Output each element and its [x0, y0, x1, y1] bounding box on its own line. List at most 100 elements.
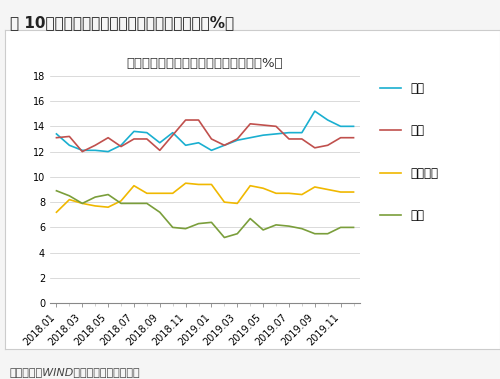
东盟 — [196, 141, 202, 145]
美国 — [105, 192, 111, 197]
东盟 — [324, 118, 330, 122]
东盟 — [312, 109, 318, 113]
金砖国家 — [144, 191, 150, 196]
欧盟 — [338, 135, 344, 140]
欧盟 — [144, 137, 150, 141]
东盟 — [338, 124, 344, 128]
美国 — [247, 216, 253, 221]
美国 — [273, 222, 279, 227]
Line: 金砖国家: 金砖国家 — [56, 183, 354, 212]
美国 — [144, 201, 150, 206]
欧盟 — [157, 148, 163, 153]
美国 — [234, 232, 240, 236]
东盟 — [247, 135, 253, 140]
金砖国家 — [54, 210, 60, 215]
东盟 — [66, 143, 72, 147]
Legend: 东盟, 欧盟, 金砖国家, 美国: 东盟, 欧盟, 金砖国家, 美国 — [375, 77, 444, 227]
欧盟 — [247, 122, 253, 126]
美国 — [118, 201, 124, 206]
美国 — [80, 201, 86, 206]
欧盟 — [170, 133, 175, 138]
东盟 — [222, 143, 228, 147]
东盟 — [80, 148, 86, 153]
欧盟 — [312, 146, 318, 150]
东盟 — [208, 148, 214, 153]
欧盟 — [196, 118, 202, 122]
Line: 欧盟: 欧盟 — [56, 120, 354, 152]
金砖国家 — [350, 190, 356, 194]
东盟 — [350, 124, 356, 128]
Title: 主要贸易伙伴占中国进口比重：当月（%）: 主要贸易伙伴占中国进口比重：当月（%） — [126, 58, 284, 70]
金砖国家 — [131, 183, 137, 188]
金砖国家 — [273, 191, 279, 196]
金砖国家 — [234, 201, 240, 206]
金砖国家 — [222, 200, 228, 204]
金砖国家 — [286, 191, 292, 196]
欧盟 — [66, 134, 72, 139]
金砖国家 — [105, 205, 111, 210]
金砖国家 — [92, 204, 98, 208]
欧盟 — [324, 143, 330, 147]
欧盟 — [273, 124, 279, 128]
金砖国家 — [312, 185, 318, 189]
欧盟 — [182, 118, 188, 122]
金砖国家 — [260, 186, 266, 191]
东盟 — [157, 141, 163, 145]
金砖国家 — [247, 183, 253, 188]
东盟 — [182, 143, 188, 147]
东盟 — [170, 130, 175, 135]
金砖国家 — [182, 181, 188, 185]
东盟 — [273, 132, 279, 136]
美国 — [260, 228, 266, 232]
东盟 — [286, 130, 292, 135]
金砖国家 — [170, 191, 175, 196]
欧盟 — [260, 123, 266, 127]
Text: 图 10：中国自美国进口比重将继续趋稳提高（%）: 图 10：中国自美国进口比重将继续趋稳提高（%） — [10, 15, 234, 30]
美国 — [157, 210, 163, 215]
金砖国家 — [118, 199, 124, 203]
欧盟 — [222, 143, 228, 147]
欧盟 — [92, 143, 98, 147]
美国 — [222, 235, 228, 240]
Line: 东盟: 东盟 — [56, 111, 354, 152]
欧盟 — [118, 144, 124, 149]
欧盟 — [80, 149, 86, 154]
美国 — [324, 232, 330, 236]
欧盟 — [234, 137, 240, 141]
欧盟 — [350, 135, 356, 140]
东盟 — [299, 130, 305, 135]
东盟 — [92, 148, 98, 153]
美国 — [299, 226, 305, 231]
美国 — [196, 221, 202, 226]
美国 — [54, 188, 60, 193]
美国 — [182, 226, 188, 231]
Line: 美国: 美国 — [56, 191, 354, 238]
欧盟 — [105, 135, 111, 140]
欧盟 — [286, 137, 292, 141]
金砖国家 — [66, 197, 72, 202]
东盟 — [144, 130, 150, 135]
欧盟 — [299, 137, 305, 141]
金砖国家 — [324, 187, 330, 192]
美国 — [350, 225, 356, 230]
美国 — [338, 225, 344, 230]
美国 — [92, 195, 98, 199]
东盟 — [234, 138, 240, 143]
金砖国家 — [80, 201, 86, 206]
美国 — [170, 225, 175, 230]
Text: 资料来源：WIND，财信国际经济研究院: 资料来源：WIND，财信国际经济研究院 — [10, 367, 140, 377]
东盟 — [54, 132, 60, 136]
金砖国家 — [299, 192, 305, 197]
金砖国家 — [196, 182, 202, 187]
金砖国家 — [157, 191, 163, 196]
东盟 — [105, 149, 111, 154]
东盟 — [118, 143, 124, 147]
欧盟 — [208, 137, 214, 141]
美国 — [312, 232, 318, 236]
美国 — [286, 224, 292, 229]
美国 — [208, 220, 214, 225]
美国 — [66, 194, 72, 198]
东盟 — [260, 133, 266, 138]
东盟 — [131, 129, 137, 134]
欧盟 — [54, 135, 60, 140]
